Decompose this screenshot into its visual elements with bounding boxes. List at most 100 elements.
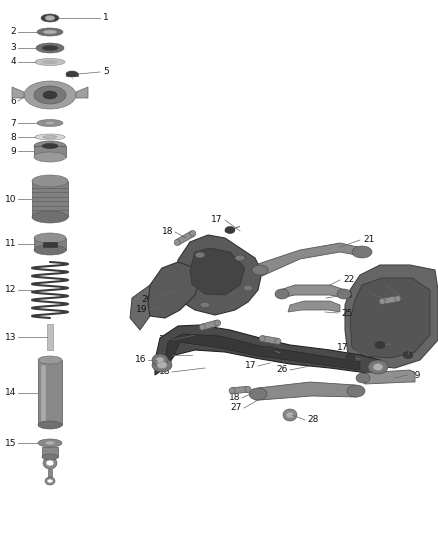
Ellipse shape xyxy=(45,15,55,20)
Text: 25: 25 xyxy=(341,309,353,318)
Bar xyxy=(48,469,52,481)
Ellipse shape xyxy=(195,252,205,258)
Polygon shape xyxy=(176,231,194,245)
Polygon shape xyxy=(12,87,24,98)
Polygon shape xyxy=(255,382,357,400)
Text: 26: 26 xyxy=(277,366,288,375)
Ellipse shape xyxy=(403,351,413,359)
Ellipse shape xyxy=(375,342,385,349)
Ellipse shape xyxy=(245,386,251,392)
Text: 22: 22 xyxy=(343,276,354,285)
Polygon shape xyxy=(288,301,340,312)
Polygon shape xyxy=(42,447,58,457)
Ellipse shape xyxy=(24,81,76,109)
Ellipse shape xyxy=(215,320,221,326)
Ellipse shape xyxy=(42,454,58,460)
Polygon shape xyxy=(34,146,66,157)
Text: 28: 28 xyxy=(307,416,318,424)
Ellipse shape xyxy=(32,211,68,223)
Polygon shape xyxy=(258,243,362,276)
Ellipse shape xyxy=(345,354,355,361)
Ellipse shape xyxy=(190,230,196,237)
Ellipse shape xyxy=(152,358,172,372)
Text: 9: 9 xyxy=(10,147,16,156)
Text: 17: 17 xyxy=(244,361,256,370)
Polygon shape xyxy=(175,235,262,315)
Ellipse shape xyxy=(243,285,253,291)
Ellipse shape xyxy=(35,134,65,140)
Text: 23: 23 xyxy=(341,292,353,301)
Text: 17: 17 xyxy=(402,343,414,351)
Ellipse shape xyxy=(174,239,180,246)
Text: 11: 11 xyxy=(4,239,16,248)
Ellipse shape xyxy=(38,439,62,447)
Polygon shape xyxy=(130,285,150,330)
Ellipse shape xyxy=(35,59,65,66)
Text: 18: 18 xyxy=(229,393,240,402)
Ellipse shape xyxy=(235,255,245,261)
Polygon shape xyxy=(32,181,68,217)
Text: 8: 8 xyxy=(10,133,16,141)
Ellipse shape xyxy=(42,143,58,149)
Text: 6: 6 xyxy=(10,98,16,107)
Ellipse shape xyxy=(275,289,289,299)
Polygon shape xyxy=(190,248,245,295)
Ellipse shape xyxy=(373,364,383,370)
Ellipse shape xyxy=(352,246,372,258)
Ellipse shape xyxy=(286,412,294,418)
Polygon shape xyxy=(345,265,438,368)
Ellipse shape xyxy=(43,30,57,34)
Ellipse shape xyxy=(34,233,66,243)
Ellipse shape xyxy=(45,441,55,445)
Ellipse shape xyxy=(34,245,66,255)
Polygon shape xyxy=(165,334,360,370)
Polygon shape xyxy=(76,87,88,98)
Ellipse shape xyxy=(347,385,365,397)
Bar xyxy=(41,365,45,420)
Ellipse shape xyxy=(38,356,62,364)
Text: 16: 16 xyxy=(134,356,146,365)
Polygon shape xyxy=(38,360,62,425)
Ellipse shape xyxy=(66,71,78,77)
Ellipse shape xyxy=(275,338,281,344)
Ellipse shape xyxy=(36,43,64,53)
Ellipse shape xyxy=(41,14,59,22)
Polygon shape xyxy=(261,336,279,344)
Text: 10: 10 xyxy=(4,195,16,204)
Ellipse shape xyxy=(43,135,57,139)
Ellipse shape xyxy=(379,298,385,304)
Ellipse shape xyxy=(152,354,168,366)
Text: 18: 18 xyxy=(360,290,371,300)
Bar xyxy=(43,242,57,247)
Text: 12: 12 xyxy=(5,286,16,295)
Text: 2: 2 xyxy=(11,28,16,36)
Text: 17: 17 xyxy=(336,343,348,351)
Ellipse shape xyxy=(34,152,66,162)
Text: 15: 15 xyxy=(4,439,16,448)
Ellipse shape xyxy=(38,421,62,429)
Ellipse shape xyxy=(249,388,267,400)
Ellipse shape xyxy=(252,265,268,275)
Text: 21: 21 xyxy=(363,236,374,245)
Text: 20: 20 xyxy=(141,295,153,304)
Text: 30: 30 xyxy=(371,280,383,289)
Polygon shape xyxy=(201,320,219,330)
Ellipse shape xyxy=(368,360,388,374)
Ellipse shape xyxy=(200,302,210,308)
Ellipse shape xyxy=(265,346,275,353)
Text: 7: 7 xyxy=(10,118,16,127)
Ellipse shape xyxy=(32,175,68,187)
Text: 4: 4 xyxy=(11,58,16,67)
Polygon shape xyxy=(381,296,399,304)
Bar xyxy=(66,72,78,76)
Text: 14: 14 xyxy=(5,388,16,397)
Text: 19: 19 xyxy=(135,305,147,314)
Polygon shape xyxy=(280,285,345,298)
Polygon shape xyxy=(155,325,380,375)
Polygon shape xyxy=(232,386,248,394)
Polygon shape xyxy=(350,278,430,358)
Bar xyxy=(47,324,53,350)
Polygon shape xyxy=(360,370,415,384)
Ellipse shape xyxy=(37,119,63,126)
Text: 13: 13 xyxy=(4,333,16,342)
